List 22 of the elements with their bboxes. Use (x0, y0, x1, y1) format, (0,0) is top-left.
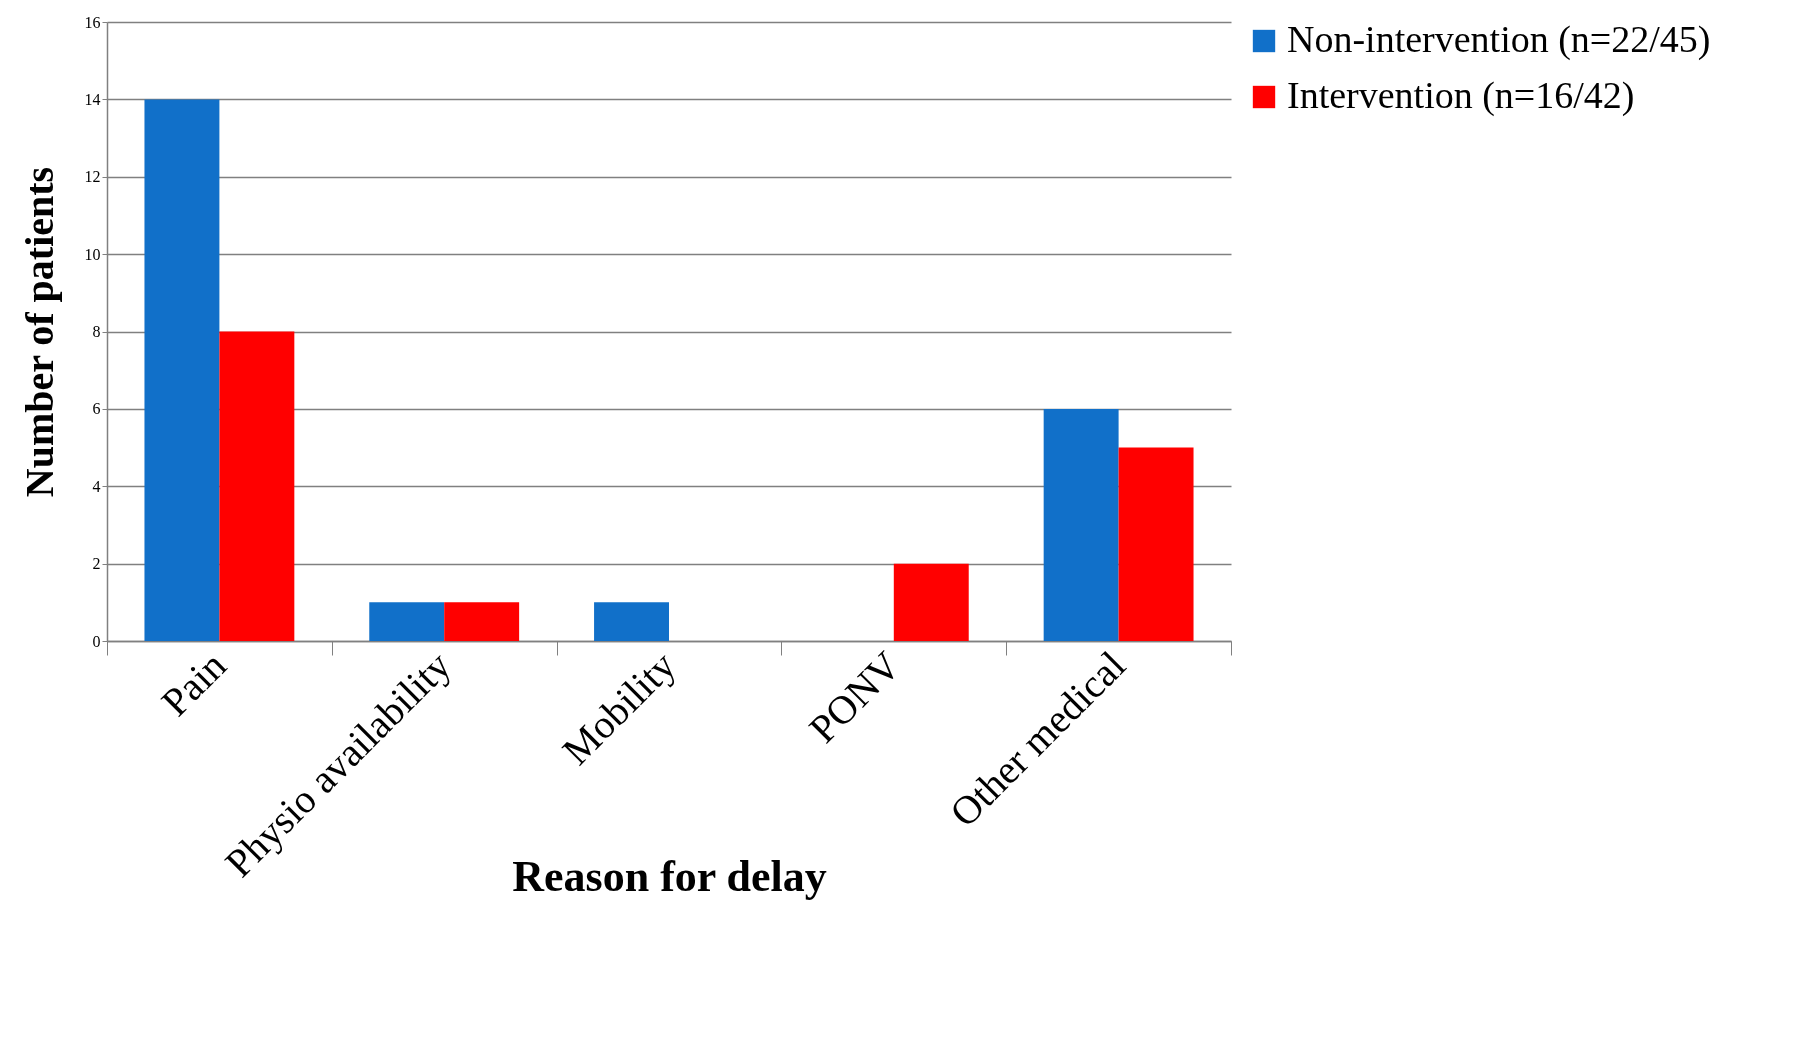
bar (144, 99, 220, 641)
y-tick-label: 6 (92, 400, 101, 418)
bar (594, 602, 669, 641)
y-tick-label: 2 (92, 555, 101, 573)
bar (444, 602, 520, 641)
y-axis-title: Number of patients (16, 166, 62, 498)
bar (369, 602, 445, 641)
x-tick-label: Pain (152, 642, 235, 725)
x-axis-title: Reason for delay (512, 851, 827, 901)
y-tick-label: 8 (92, 323, 101, 340)
bar (1043, 408, 1119, 641)
y-tick-label: 4 (92, 477, 101, 495)
legend-label: Non-intervention (n=22/45) (1287, 18, 1711, 61)
y-tick-label: 16 (84, 13, 101, 31)
legend-label: Intervention (n=16/42) (1287, 74, 1635, 117)
bar (893, 563, 969, 641)
y-tick-label: 12 (84, 168, 101, 186)
y-tick-label: 14 (84, 90, 101, 108)
y-tick-label: 10 (84, 245, 101, 263)
bar (219, 331, 295, 641)
bar (1118, 447, 1194, 641)
y-tick-label: 0 (92, 632, 101, 650)
